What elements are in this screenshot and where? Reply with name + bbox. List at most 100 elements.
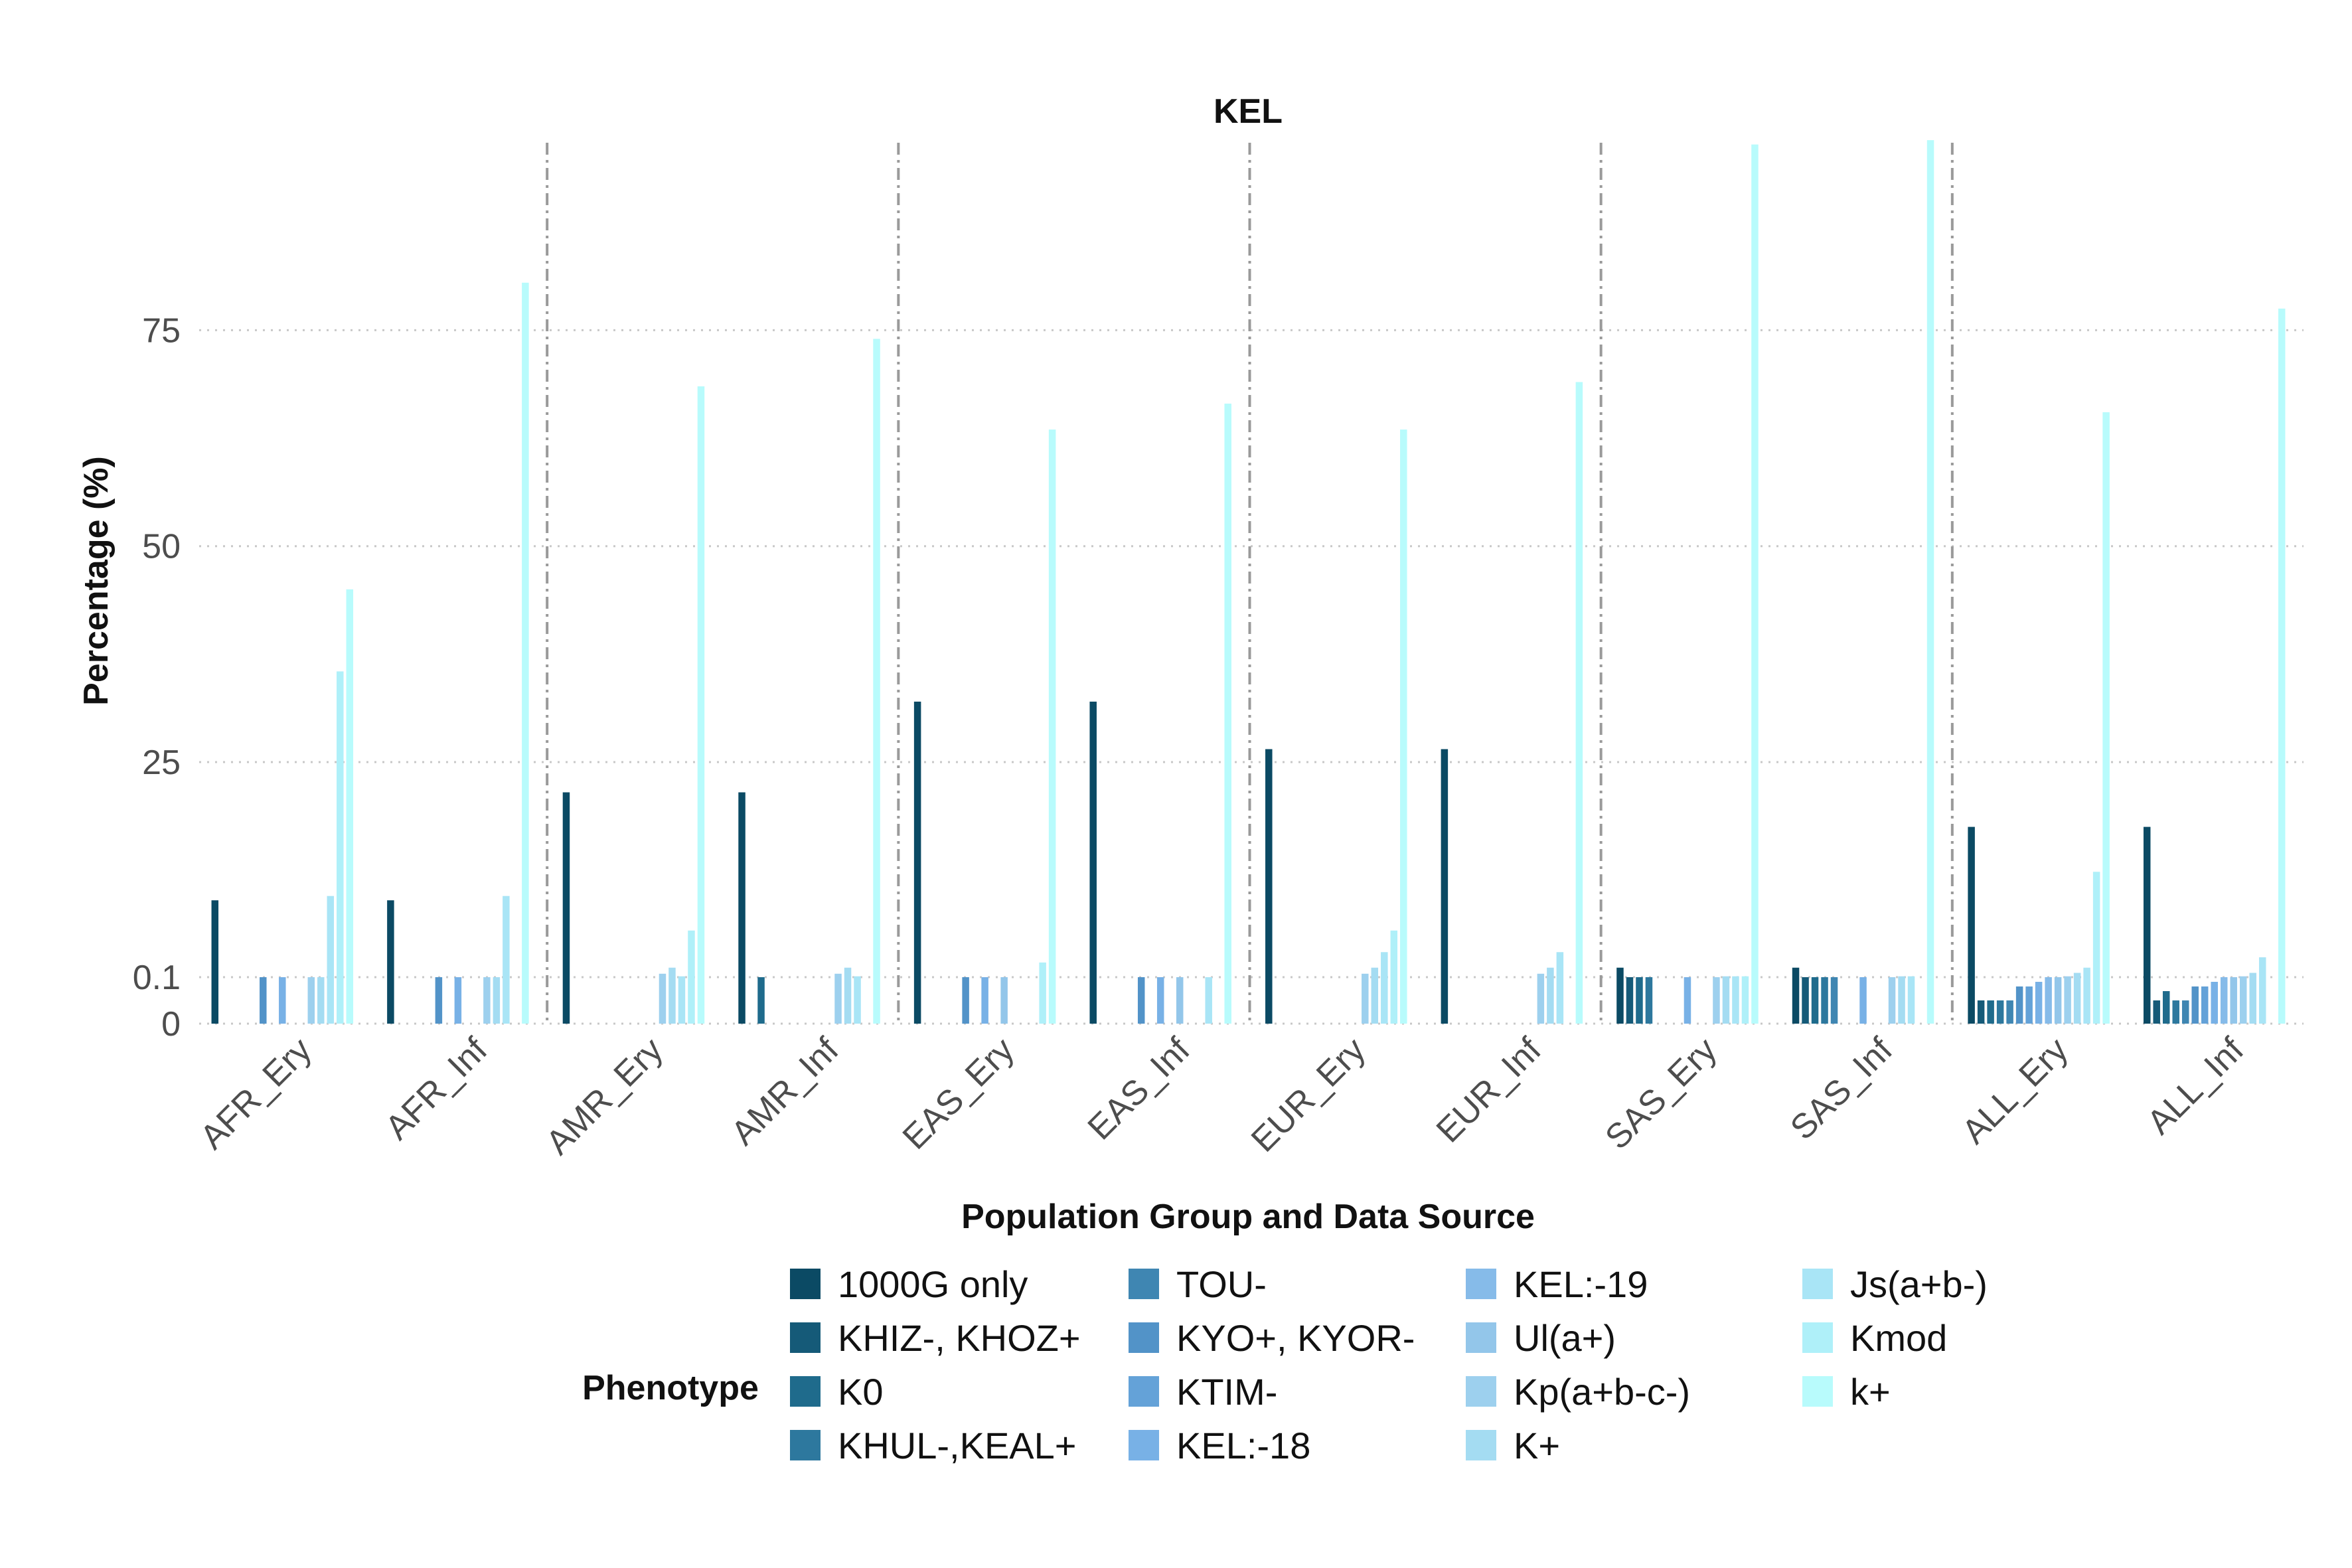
legend-item: Kmod bbox=[1802, 1317, 1947, 1359]
legend-swatch bbox=[1129, 1269, 1159, 1299]
bar bbox=[522, 282, 529, 1024]
bar bbox=[1722, 976, 1730, 1024]
gridlines bbox=[199, 329, 2304, 1025]
bar bbox=[1898, 976, 1905, 1024]
bar bbox=[483, 977, 491, 1024]
bar bbox=[738, 792, 745, 1024]
x-tick-label: EUR_Ery bbox=[1244, 1030, 1373, 1159]
group-separators bbox=[546, 143, 1954, 1024]
bar bbox=[1048, 430, 1056, 1024]
legend: Phenotype 1000G only KHIZ-, KHOZ+ K0 KHUL-,… bbox=[582, 1263, 1988, 1466]
legend-label: KHUL-,KEAL+ bbox=[838, 1425, 1077, 1466]
bar bbox=[678, 976, 686, 1024]
legend-label: TOU- bbox=[1176, 1263, 1267, 1305]
legend-swatch bbox=[790, 1430, 821, 1460]
x-tick-label: AMR_Ery bbox=[539, 1030, 670, 1162]
bar bbox=[1616, 967, 1624, 1024]
y-axis-ticks: 0 0.1 25 50 75 bbox=[133, 311, 181, 1044]
legend-label: K+ bbox=[1514, 1425, 1560, 1466]
legend-swatch bbox=[1466, 1430, 1496, 1460]
bar bbox=[844, 967, 852, 1024]
bar bbox=[2162, 991, 2170, 1024]
legend-label: KTIM- bbox=[1176, 1371, 1277, 1413]
bar bbox=[2073, 973, 2081, 1024]
legend-item: KEL:-19 bbox=[1466, 1263, 1648, 1305]
bar bbox=[1732, 976, 1739, 1024]
x-axis-ticks: AFR_Ery AFR_Inf AMR_Ery AMR_Inf EAS_Ery EAS_I… bbox=[193, 1030, 2252, 1162]
bar bbox=[1575, 382, 1583, 1024]
x-tick-label: EAS_Inf bbox=[1081, 1030, 1198, 1147]
bar bbox=[962, 977, 969, 1024]
bar bbox=[1792, 967, 1800, 1024]
legend-title: Phenotype bbox=[582, 1369, 759, 1407]
bar bbox=[2211, 982, 2218, 1024]
bar bbox=[1811, 977, 1819, 1024]
legend-swatch bbox=[790, 1269, 821, 1299]
bar bbox=[1441, 749, 1449, 1024]
bar bbox=[2230, 977, 2237, 1024]
bar bbox=[503, 896, 510, 1024]
legend-item: K+ bbox=[1466, 1425, 1560, 1466]
bar bbox=[757, 977, 765, 1024]
bar bbox=[854, 976, 861, 1024]
x-tick-label: ALL_Inf bbox=[2140, 1030, 2251, 1142]
bar bbox=[1089, 701, 1097, 1024]
bar bbox=[1556, 952, 1564, 1024]
legend-label: Kp(a+b-c-) bbox=[1514, 1371, 1690, 1413]
bar bbox=[913, 701, 921, 1024]
bar bbox=[697, 386, 705, 1024]
legend-label: KEL:-19 bbox=[1514, 1263, 1648, 1305]
bar bbox=[2153, 1000, 2160, 1024]
legend-item: KHIZ-, KHOZ+ bbox=[790, 1317, 1081, 1359]
legend-item: KTIM- bbox=[1129, 1371, 1277, 1413]
bar bbox=[2191, 986, 2199, 1024]
bar bbox=[1000, 977, 1008, 1024]
y-tick-label: 50 bbox=[142, 528, 181, 566]
legend-swatch bbox=[1466, 1376, 1496, 1407]
y-axis-title: Percentage (%) bbox=[77, 456, 116, 706]
bar bbox=[1859, 977, 1867, 1024]
bar bbox=[1751, 144, 1759, 1024]
bar bbox=[1381, 952, 1388, 1024]
x-tick-label: EUR_Inf bbox=[1429, 1030, 1549, 1150]
bar bbox=[1371, 967, 1379, 1024]
legend-label: K0 bbox=[838, 1371, 884, 1413]
bar bbox=[668, 967, 676, 1024]
legend-label: KHIZ-, KHOZ+ bbox=[838, 1317, 1081, 1359]
bar bbox=[317, 977, 325, 1024]
bar bbox=[1265, 749, 1273, 1024]
bar bbox=[387, 900, 394, 1024]
bar bbox=[1390, 930, 1398, 1024]
bar bbox=[1996, 1000, 2004, 1024]
y-tick-label: 0 bbox=[161, 1005, 181, 1044]
bar bbox=[2239, 976, 2247, 1024]
bar bbox=[1645, 977, 1653, 1024]
bar bbox=[337, 671, 344, 1024]
legend-item: k+ bbox=[1802, 1371, 1891, 1413]
bar bbox=[279, 977, 286, 1024]
bar bbox=[2143, 826, 2151, 1024]
bar bbox=[454, 977, 462, 1024]
bar bbox=[1224, 404, 1231, 1024]
legend-label: KYO+, KYOR- bbox=[1176, 1317, 1415, 1359]
bar bbox=[2249, 973, 2256, 1024]
bar bbox=[2054, 977, 2062, 1024]
legend-item: KYO+, KYOR- bbox=[1129, 1317, 1415, 1359]
legend-item: Ul(a+) bbox=[1466, 1317, 1616, 1359]
x-axis-title: Population Group and Data Source bbox=[961, 1198, 1535, 1236]
legend-swatch bbox=[1466, 1322, 1496, 1353]
legend-label: k+ bbox=[1850, 1371, 1891, 1413]
x-tick-label: ALL_Ery bbox=[1955, 1030, 2076, 1151]
legend-swatch bbox=[790, 1376, 821, 1407]
bar bbox=[1888, 977, 1896, 1024]
bar bbox=[2045, 977, 2052, 1024]
bar bbox=[1926, 140, 1934, 1024]
legend-item: K0 bbox=[790, 1371, 884, 1413]
bar bbox=[1176, 977, 1184, 1024]
bar bbox=[2006, 1000, 2013, 1024]
bar bbox=[562, 792, 570, 1024]
x-tick-label: SAS_Ery bbox=[1598, 1030, 1724, 1156]
legend-item: KEL:-18 bbox=[1129, 1425, 1310, 1466]
bar bbox=[2102, 412, 2110, 1024]
